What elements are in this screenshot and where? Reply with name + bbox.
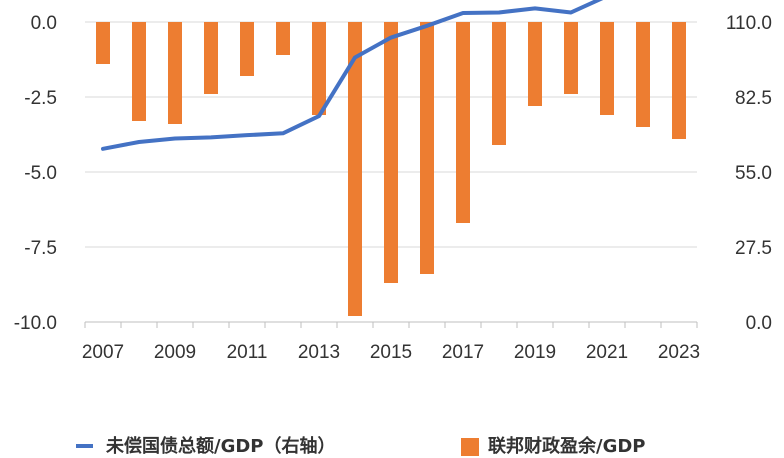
bar xyxy=(204,22,218,94)
y-right-tick-label: 82.5 xyxy=(735,88,772,109)
x-tick-label: 2015 xyxy=(370,342,412,363)
x-tick-label: 2023 xyxy=(658,342,700,363)
bar xyxy=(312,22,326,115)
y-right-tick-label: 55.0 xyxy=(735,163,772,184)
y-left-tick-label: 0.0 xyxy=(31,13,57,34)
bar xyxy=(240,22,254,76)
y-axis-left: 0.0 -2.5 -5.0 -7.5 -10.0 xyxy=(14,13,57,334)
x-tick-label: 2019 xyxy=(514,342,556,363)
series-line xyxy=(101,0,604,151)
x-tick-label: 2007 xyxy=(82,342,124,363)
bar xyxy=(564,22,578,94)
legend-swatch-bar xyxy=(461,438,479,456)
y-left-tick-label: -2.5 xyxy=(24,88,57,109)
legend: 未偿国债总额/GDP（右轴） 联邦财政盈余/GDP xyxy=(76,435,645,457)
bar xyxy=(600,22,614,115)
y-left-tick-label: -5.0 xyxy=(24,163,57,184)
bar xyxy=(132,22,146,121)
line-series xyxy=(101,0,604,151)
x-axis: 2007 2009 2011 2013 2015 2017 2019 2021 2023 xyxy=(82,321,700,363)
y-left-tick-label: -10.0 xyxy=(14,313,57,334)
y-right-tick-label: 110.0 xyxy=(726,13,772,34)
bar xyxy=(528,22,542,106)
x-tick-label: 2017 xyxy=(442,342,484,363)
y-right-tick-label: 27.5 xyxy=(735,238,772,259)
legend-label-bar: 联邦财政盈余/GDP xyxy=(488,435,645,457)
y-axis-right: 110.0 82.5 55.0 27.5 0.0 xyxy=(726,13,772,334)
bar xyxy=(456,22,470,223)
bar xyxy=(492,22,506,145)
x-tick-label: 2013 xyxy=(298,342,340,363)
bar xyxy=(420,22,434,274)
x-tick-label: 2021 xyxy=(586,342,628,363)
x-tick-label: 2009 xyxy=(154,342,196,363)
bar xyxy=(672,22,686,139)
bar xyxy=(636,22,650,127)
y-right-tick-label: 0.0 xyxy=(746,313,772,334)
bar-series xyxy=(96,22,686,316)
x-tick-label: 2011 xyxy=(227,342,268,363)
bar xyxy=(348,22,362,316)
y-left-tick-label: -7.5 xyxy=(24,238,57,259)
bar xyxy=(384,22,398,283)
bar xyxy=(276,22,290,55)
legend-label-line: 未偿国债总额/GDP（右轴） xyxy=(106,435,335,457)
bar xyxy=(168,22,182,124)
bar xyxy=(96,22,110,64)
